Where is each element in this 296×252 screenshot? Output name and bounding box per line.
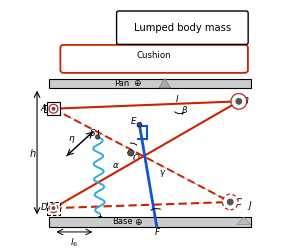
Polygon shape [159,79,170,88]
Text: $\eta$: $\eta$ [68,134,75,145]
Text: Lumped body mass: Lumped body mass [134,23,231,33]
Circle shape [96,135,100,139]
Text: $B$: $B$ [242,94,250,106]
Text: $h$: $h$ [29,146,36,159]
FancyBboxPatch shape [60,45,248,73]
Text: $G$: $G$ [96,214,104,225]
Circle shape [49,104,58,113]
Text: $\alpha$: $\alpha$ [112,161,120,170]
Circle shape [49,204,58,212]
Text: $l_7$: $l_7$ [102,48,110,60]
Circle shape [235,98,242,105]
Text: $C$: $C$ [234,197,243,207]
Bar [47,202,60,214]
Text: Base: Base [112,217,133,226]
FancyBboxPatch shape [117,11,248,44]
Text: $D$: $D$ [40,201,48,212]
Bar [47,102,60,115]
Circle shape [227,199,234,205]
Text: $S$: $S$ [89,127,96,138]
Bar [49,79,251,88]
Text: $\gamma$: $\gamma$ [160,168,167,179]
Circle shape [128,150,134,156]
Circle shape [231,93,247,109]
Text: $\oplus$: $\oplus$ [133,78,141,88]
Text: Cushion: Cushion [137,51,171,60]
Text: $\oplus$: $\oplus$ [134,217,143,227]
Circle shape [222,194,238,210]
Circle shape [137,122,142,127]
Text: $l_6$: $l_6$ [70,237,78,249]
Text: $I$: $I$ [175,93,180,104]
Circle shape [52,107,55,111]
Text: $J$: $J$ [247,199,253,212]
Text: $O$: $O$ [132,152,141,163]
Polygon shape [237,217,251,225]
Text: Pan: Pan [115,79,130,88]
Circle shape [52,206,55,210]
Text: $A$: $A$ [40,102,48,113]
Text: $E$: $E$ [130,115,138,126]
Text: $F$: $F$ [154,227,161,237]
Text: $\beta$: $\beta$ [181,104,188,117]
Bar [49,217,251,227]
